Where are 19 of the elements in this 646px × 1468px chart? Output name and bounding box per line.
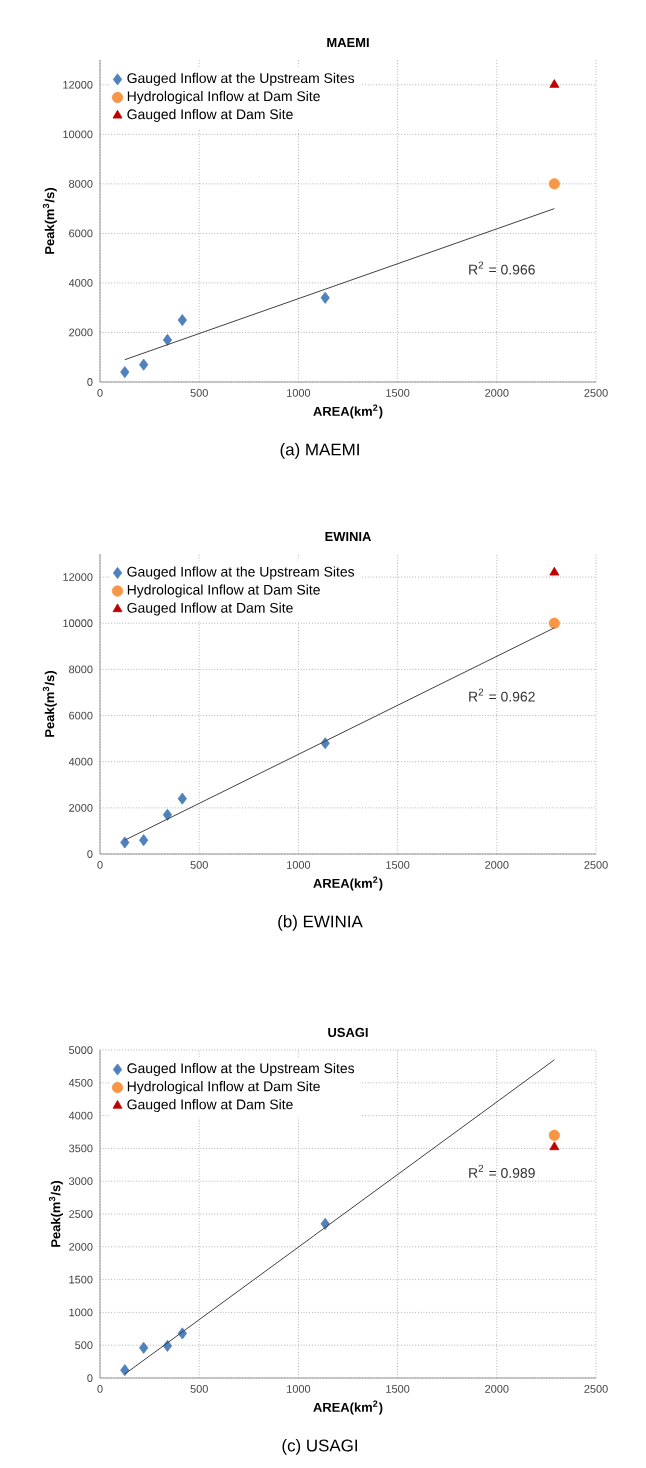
point bbox=[162, 333, 173, 346]
point bbox=[320, 291, 330, 304]
point bbox=[139, 834, 149, 847]
point bbox=[549, 1141, 560, 1151]
point bbox=[139, 1341, 149, 1354]
point bbox=[549, 566, 560, 576]
text: (c) USAGI bbox=[282, 1439, 358, 1455]
text: (a) MAEMI bbox=[280, 443, 359, 459]
point bbox=[549, 79, 560, 88]
point bbox=[139, 358, 149, 371]
point bbox=[177, 792, 187, 805]
point bbox=[177, 314, 187, 327]
text: (b) EWINIA bbox=[278, 915, 363, 931]
point bbox=[120, 366, 130, 379]
point bbox=[120, 1364, 130, 1377]
point bbox=[548, 617, 560, 629]
point bbox=[548, 1129, 560, 1141]
point bbox=[120, 836, 130, 849]
point bbox=[548, 178, 560, 190]
